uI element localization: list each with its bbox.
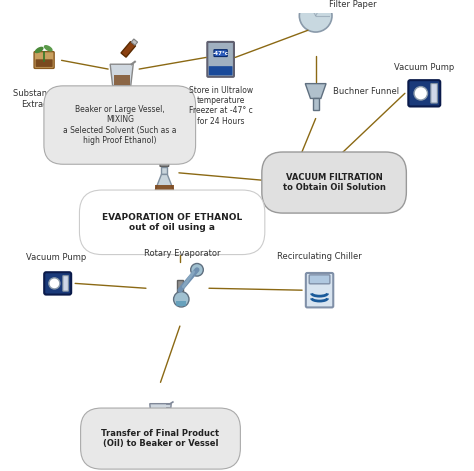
Polygon shape — [176, 300, 186, 306]
FancyBboxPatch shape — [289, 172, 298, 176]
Text: -47°c: -47°c — [213, 50, 228, 56]
Polygon shape — [131, 39, 137, 45]
Polygon shape — [177, 280, 182, 303]
Text: Vacuum Flask: Vacuum Flask — [297, 154, 355, 163]
Circle shape — [191, 263, 203, 276]
Text: Recirculating Chiller: Recirculating Chiller — [277, 252, 362, 261]
Polygon shape — [121, 41, 136, 57]
Polygon shape — [153, 174, 175, 195]
Polygon shape — [153, 412, 169, 421]
FancyBboxPatch shape — [44, 272, 71, 294]
Text: Rotary Evaporator: Rotary Evaporator — [144, 249, 220, 258]
FancyBboxPatch shape — [309, 275, 330, 284]
Polygon shape — [282, 184, 304, 205]
FancyBboxPatch shape — [207, 42, 234, 77]
FancyBboxPatch shape — [160, 162, 169, 167]
Text: VACUUM FILTRATION
to Obtain Oil Solution: VACUUM FILTRATION to Obtain Oil Solution — [283, 173, 385, 192]
FancyBboxPatch shape — [34, 52, 54, 68]
FancyBboxPatch shape — [306, 273, 333, 308]
Ellipse shape — [35, 47, 44, 53]
Text: Oil Solution: Oil Solution — [140, 200, 189, 209]
Polygon shape — [291, 177, 296, 184]
Text: Store in Ultralow
temperature
Freezer at -47° c
for 24 Hours: Store in Ultralow temperature Freezer at… — [189, 86, 253, 126]
Text: Buchner Funnel: Buchner Funnel — [333, 87, 399, 96]
FancyBboxPatch shape — [408, 80, 440, 106]
FancyBboxPatch shape — [209, 66, 233, 75]
Circle shape — [49, 278, 60, 289]
Text: Filter Paper: Filter Paper — [329, 0, 377, 8]
Text: Vacuum Pump: Vacuum Pump — [394, 63, 455, 72]
Polygon shape — [313, 98, 319, 110]
FancyBboxPatch shape — [63, 276, 68, 291]
FancyBboxPatch shape — [36, 59, 53, 67]
FancyBboxPatch shape — [214, 49, 228, 57]
Text: Transfer of Final Product
(Oil) to Beaker or Vessel: Transfer of Final Product (Oil) to Beake… — [101, 429, 219, 448]
Polygon shape — [162, 167, 167, 174]
Polygon shape — [284, 195, 302, 204]
Polygon shape — [110, 64, 133, 86]
Text: Beaker or Large Vessel,
MIXING
a Selected Solvent (Such as a
high Proof Ethanol): Beaker or Large Vessel, MIXING a Selecte… — [63, 105, 176, 145]
Polygon shape — [305, 84, 326, 98]
Ellipse shape — [44, 45, 53, 51]
Polygon shape — [155, 185, 173, 194]
FancyBboxPatch shape — [431, 83, 438, 103]
Circle shape — [173, 292, 189, 307]
Text: Substance for
Extraction: Substance for Extraction — [13, 89, 71, 109]
Text: Vacuum Pump: Vacuum Pump — [26, 253, 86, 262]
Circle shape — [300, 0, 332, 32]
Text: EVAPORATION OF ETHANOL
out of oil using a: EVAPORATION OF ETHANOL out of oil using … — [102, 212, 242, 232]
Polygon shape — [150, 404, 171, 422]
Polygon shape — [114, 75, 130, 85]
Circle shape — [414, 87, 428, 100]
